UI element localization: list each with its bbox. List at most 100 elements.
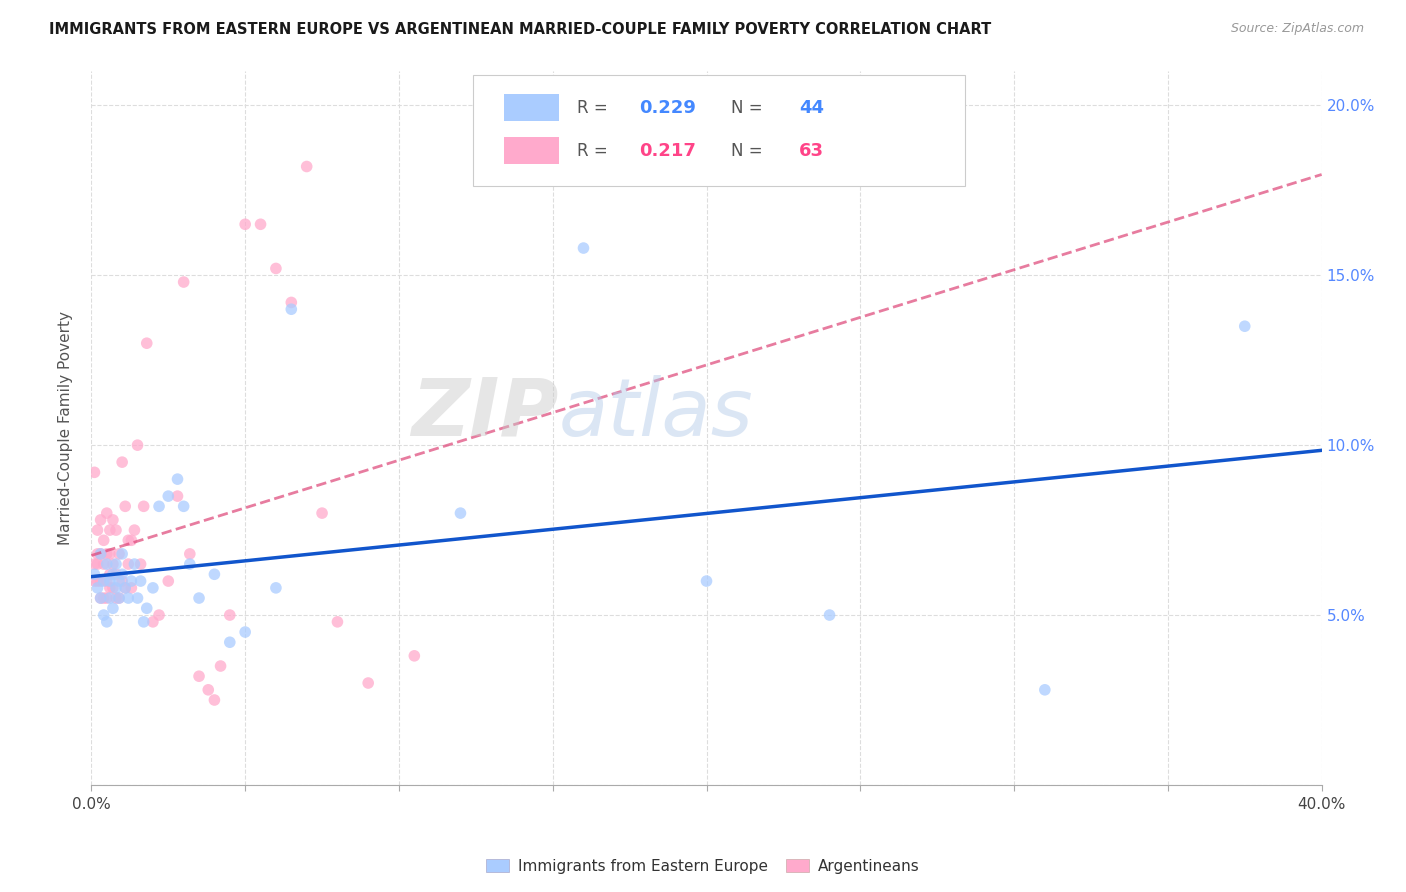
Text: N =: N = bbox=[731, 142, 768, 160]
Point bbox=[93, 533, 115, 548]
Point bbox=[83, 466, 105, 480]
Point bbox=[90, 591, 112, 605]
Point bbox=[209, 659, 232, 673]
Point bbox=[83, 567, 105, 582]
Text: 0.217: 0.217 bbox=[638, 142, 696, 160]
Point bbox=[1233, 319, 1256, 334]
Point bbox=[101, 567, 124, 582]
Point bbox=[127, 591, 149, 605]
Point bbox=[101, 581, 124, 595]
Point bbox=[449, 506, 471, 520]
Point bbox=[117, 533, 139, 548]
Point bbox=[96, 547, 118, 561]
Text: 63: 63 bbox=[799, 142, 824, 160]
Point bbox=[120, 581, 142, 595]
FancyBboxPatch shape bbox=[472, 75, 965, 186]
Point bbox=[96, 591, 118, 605]
Point bbox=[98, 523, 121, 537]
Text: 0.229: 0.229 bbox=[638, 99, 696, 117]
Point bbox=[108, 574, 131, 588]
Point bbox=[114, 581, 136, 595]
FancyBboxPatch shape bbox=[503, 137, 558, 164]
Point bbox=[202, 693, 225, 707]
Point bbox=[166, 472, 188, 486]
Point bbox=[124, 557, 146, 571]
Point bbox=[280, 302, 302, 317]
Point bbox=[93, 591, 115, 605]
Point bbox=[98, 547, 121, 561]
Point bbox=[249, 217, 271, 231]
Point bbox=[179, 557, 201, 571]
Point bbox=[111, 567, 134, 582]
Point bbox=[93, 608, 115, 623]
Point bbox=[135, 336, 157, 351]
Text: R =: R = bbox=[578, 99, 613, 117]
Point bbox=[108, 547, 131, 561]
Point bbox=[218, 635, 240, 649]
Point bbox=[264, 581, 287, 595]
Point bbox=[148, 500, 170, 514]
Text: ZIP: ZIP bbox=[412, 375, 558, 453]
Point bbox=[101, 557, 124, 571]
Point bbox=[96, 615, 118, 629]
Point bbox=[114, 581, 136, 595]
Point bbox=[93, 574, 115, 588]
Point bbox=[96, 506, 118, 520]
Point bbox=[90, 574, 112, 588]
Point bbox=[101, 601, 124, 615]
Text: IMMIGRANTS FROM EASTERN EUROPE VS ARGENTINEAN MARRIED-COUPLE FAMILY POVERTY CORR: IMMIGRANTS FROM EASTERN EUROPE VS ARGENT… bbox=[49, 22, 991, 37]
Point bbox=[1033, 682, 1056, 697]
Legend: Immigrants from Eastern Europe, Argentineans: Immigrants from Eastern Europe, Argentin… bbox=[479, 853, 927, 880]
Point bbox=[108, 591, 131, 605]
Point bbox=[86, 574, 108, 588]
Y-axis label: Married-Couple Family Poverty: Married-Couple Family Poverty bbox=[58, 311, 73, 545]
Point bbox=[86, 547, 108, 561]
Point bbox=[105, 581, 127, 595]
Point bbox=[83, 574, 105, 588]
Point bbox=[157, 489, 180, 503]
Point bbox=[127, 438, 149, 452]
Point bbox=[818, 608, 841, 623]
Point bbox=[111, 455, 134, 469]
Point bbox=[111, 574, 134, 588]
Point bbox=[311, 506, 333, 520]
Point bbox=[157, 574, 180, 588]
Point bbox=[90, 591, 112, 605]
Point bbox=[197, 682, 219, 697]
Point bbox=[96, 574, 118, 588]
Point bbox=[218, 608, 240, 623]
Text: Source: ZipAtlas.com: Source: ZipAtlas.com bbox=[1230, 22, 1364, 36]
Point bbox=[105, 523, 127, 537]
Point bbox=[86, 581, 108, 595]
Point bbox=[142, 581, 165, 595]
Point bbox=[98, 581, 121, 595]
Point bbox=[98, 591, 121, 605]
Point bbox=[179, 547, 201, 561]
Point bbox=[696, 574, 718, 588]
Point bbox=[132, 500, 155, 514]
Point bbox=[86, 523, 108, 537]
Point bbox=[101, 513, 124, 527]
Point bbox=[148, 608, 170, 623]
Point bbox=[166, 489, 188, 503]
Point bbox=[90, 547, 112, 561]
Point bbox=[124, 523, 146, 537]
Point bbox=[111, 547, 134, 561]
Point bbox=[326, 615, 349, 629]
Point bbox=[572, 241, 595, 255]
Point bbox=[98, 567, 121, 582]
Point bbox=[86, 557, 108, 571]
Point bbox=[117, 591, 139, 605]
Point bbox=[132, 615, 155, 629]
Point bbox=[188, 591, 211, 605]
Text: atlas: atlas bbox=[558, 375, 754, 453]
Point bbox=[93, 557, 115, 571]
Point bbox=[295, 160, 318, 174]
Point bbox=[233, 625, 256, 640]
Point bbox=[108, 591, 131, 605]
Point bbox=[280, 295, 302, 310]
Point bbox=[404, 648, 426, 663]
Text: R =: R = bbox=[578, 142, 613, 160]
Point bbox=[90, 513, 112, 527]
Point bbox=[129, 557, 152, 571]
